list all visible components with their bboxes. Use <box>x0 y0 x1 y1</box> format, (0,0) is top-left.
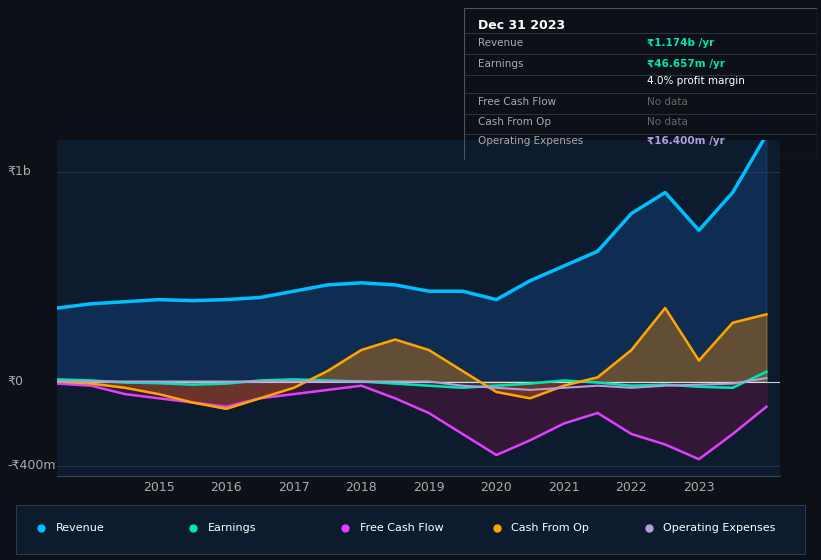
Text: Dec 31 2023: Dec 31 2023 <box>478 19 565 32</box>
Text: Free Cash Flow: Free Cash Flow <box>360 523 443 533</box>
Text: Operating Expenses: Operating Expenses <box>663 523 776 533</box>
Text: Operating Expenses: Operating Expenses <box>478 137 583 147</box>
Text: No data: No data <box>648 97 688 107</box>
Text: Revenue: Revenue <box>478 38 523 48</box>
Text: Revenue: Revenue <box>56 523 104 533</box>
Text: Earnings: Earnings <box>208 523 256 533</box>
Text: ₹1b: ₹1b <box>7 165 30 178</box>
Text: ₹1.174b /yr: ₹1.174b /yr <box>648 38 715 48</box>
Text: 4.0% profit margin: 4.0% profit margin <box>648 76 745 86</box>
Text: ₹46.657m /yr: ₹46.657m /yr <box>648 59 725 69</box>
Text: Free Cash Flow: Free Cash Flow <box>478 97 556 107</box>
FancyBboxPatch shape <box>16 505 805 554</box>
Text: Earnings: Earnings <box>478 59 524 69</box>
Text: Cash From Op: Cash From Op <box>511 523 589 533</box>
Text: ₹0: ₹0 <box>7 375 23 388</box>
Text: ₹16.400m /yr: ₹16.400m /yr <box>648 137 725 147</box>
Text: -₹400m: -₹400m <box>7 459 55 472</box>
Text: Cash From Op: Cash From Op <box>478 117 551 127</box>
Text: No data: No data <box>648 117 688 127</box>
